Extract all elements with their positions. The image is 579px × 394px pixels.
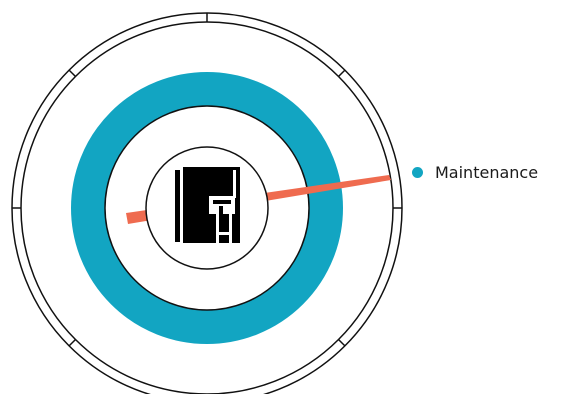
legend-swatch-maintenance [412,166,423,178]
building-icon [175,167,240,243]
tick-mark [337,338,346,347]
tick-marks [12,13,402,347]
tick-mark [337,69,346,78]
legend: Maintenance [412,160,538,184]
tick-mark [68,338,77,347]
legend-label-maintenance: Maintenance [435,162,539,182]
tick-mark [68,69,77,78]
maintenance-band [71,72,343,344]
